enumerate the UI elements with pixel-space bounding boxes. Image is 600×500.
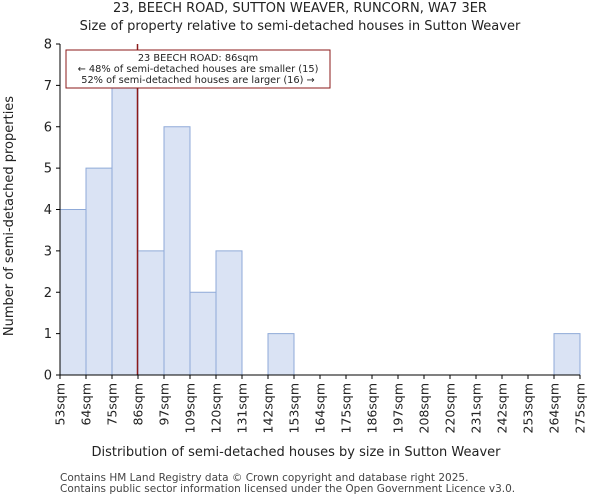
chart-subtitle: Size of property relative to semi-detach… bbox=[79, 19, 521, 34]
annotation-line-2: ← 48% of semi-detached houses are smalle… bbox=[78, 64, 319, 75]
x-axis-label: Distribution of semi-detached houses by … bbox=[91, 445, 501, 460]
y-tick-label: 0 bbox=[44, 369, 52, 384]
y-tick-label: 8 bbox=[44, 38, 52, 53]
x-tick-label: 75sqm bbox=[105, 383, 120, 426]
y-tick-label: 4 bbox=[44, 203, 52, 218]
annotation-line-1: 23 BEECH ROAD: 86sqm bbox=[138, 53, 258, 64]
x-tick-label: 131sqm bbox=[235, 383, 250, 433]
x-tick-label: 53sqm bbox=[53, 383, 68, 426]
footer-copyright: Contains HM Land Registry data © Crown c… bbox=[60, 472, 469, 484]
x-tick-label: 120sqm bbox=[209, 383, 224, 433]
y-tick-label: 1 bbox=[44, 327, 52, 342]
chart-title: 23, BEECH ROAD, SUTTON WEAVER, RUNCORN, … bbox=[113, 1, 487, 16]
x-tick-label: 164sqm bbox=[313, 383, 328, 433]
bar-142sqm bbox=[267, 333, 295, 376]
x-tick-label: 86sqm bbox=[131, 383, 146, 426]
x-ticks-group: 53sqm 64sqm 75sqm 86sqm 97sqm 109sqm 120sqm 131… bbox=[53, 375, 588, 433]
x-tick-label: 153sqm bbox=[287, 383, 302, 433]
y-tick-label: 7 bbox=[44, 79, 52, 94]
x-tick-label: 220sqm bbox=[443, 383, 458, 433]
bar-53sqm bbox=[59, 209, 87, 376]
bar-97sqm bbox=[163, 126, 191, 376]
x-tick-label: 275sqm bbox=[573, 383, 588, 433]
annotation-line-3: 52% of semi-detached houses are larger (… bbox=[81, 75, 315, 86]
footer-licence: Contains public sector information licen… bbox=[60, 483, 516, 495]
bar-75sqm bbox=[111, 84, 139, 376]
bars-group bbox=[59, 84, 581, 376]
x-tick-label: 109sqm bbox=[183, 383, 198, 433]
x-tick-label: 97sqm bbox=[157, 383, 172, 426]
x-tick-label: 197sqm bbox=[391, 383, 406, 433]
bar-264sqm bbox=[553, 333, 581, 376]
annotation-frame bbox=[65, 49, 331, 89]
bar-64sqm bbox=[85, 167, 113, 376]
y-tick-label: 2 bbox=[44, 286, 52, 301]
x-tick-label: 142sqm bbox=[261, 383, 276, 433]
x-tick-label: 175sqm bbox=[339, 383, 354, 433]
x-tick-label: 242sqm bbox=[495, 383, 510, 433]
x-tick-label: 264sqm bbox=[547, 383, 562, 433]
y-tick-label: 6 bbox=[44, 120, 52, 135]
y-ticks-group: 0 1 2 3 4 5 6 7 8 bbox=[44, 38, 60, 384]
bar-86sqm bbox=[137, 250, 165, 376]
bar-109sqm bbox=[189, 291, 217, 376]
x-tick-label: 186sqm bbox=[365, 383, 380, 433]
bar-120sqm bbox=[215, 250, 243, 376]
x-tick-label: 64sqm bbox=[79, 383, 94, 426]
y-axis-label: Number of semi-detached properties bbox=[2, 96, 17, 336]
x-tick-label: 253sqm bbox=[521, 383, 536, 433]
x-tick-label: 208sqm bbox=[417, 383, 432, 433]
y-tick-label: 5 bbox=[44, 162, 52, 177]
x-tick-label: 231sqm bbox=[469, 383, 484, 433]
annotation-box: 23 BEECH ROAD: 86sqm ← 48% of semi-detac… bbox=[65, 49, 331, 89]
y-tick-label: 3 bbox=[44, 244, 52, 259]
